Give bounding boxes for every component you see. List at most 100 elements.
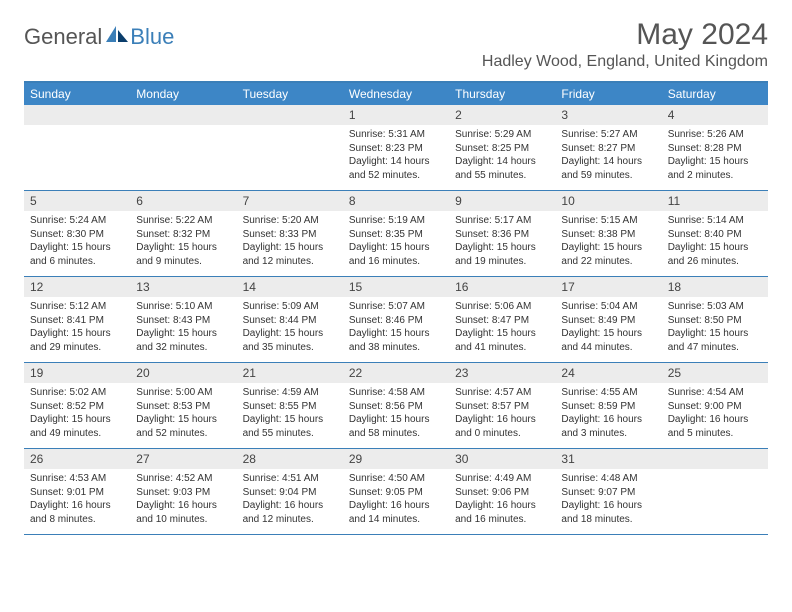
day-details: Sunrise: 5:15 AMSunset: 8:38 PMDaylight:…: [555, 211, 661, 276]
sunrise-line: Sunrise: 4:57 AM: [455, 386, 549, 400]
sunset-line: Sunset: 9:07 PM: [561, 486, 655, 500]
day-number: 29: [343, 449, 449, 469]
sail-icon: [106, 26, 128, 42]
day-details: Sunrise: 5:06 AMSunset: 8:47 PMDaylight:…: [449, 297, 555, 362]
calendar-cell: 30Sunrise: 4:49 AMSunset: 9:06 PMDayligh…: [449, 449, 555, 535]
day-details: Sunrise: 4:58 AMSunset: 8:56 PMDaylight:…: [343, 383, 449, 448]
day-details: Sunrise: 4:51 AMSunset: 9:04 PMDaylight:…: [237, 469, 343, 534]
day-number: 27: [130, 449, 236, 469]
sunrise-line: Sunrise: 5:07 AM: [349, 300, 443, 314]
day-details: Sunrise: 5:00 AMSunset: 8:53 PMDaylight:…: [130, 383, 236, 448]
day-details: Sunrise: 4:57 AMSunset: 8:57 PMDaylight:…: [449, 383, 555, 448]
day-number: 13: [130, 277, 236, 297]
sunset-line: Sunset: 8:50 PM: [668, 314, 762, 328]
brand-logo: General Blue: [24, 18, 174, 50]
day-details: Sunrise: 5:19 AMSunset: 8:35 PMDaylight:…: [343, 211, 449, 276]
daylight-line: Daylight: 15 hours and 9 minutes.: [136, 241, 230, 268]
day-number-empty: [662, 449, 768, 469]
sunset-line: Sunset: 9:04 PM: [243, 486, 337, 500]
day-details: Sunrise: 5:24 AMSunset: 8:30 PMDaylight:…: [24, 211, 130, 276]
header: General Blue May 2024 Hadley Wood, Engla…: [24, 18, 768, 71]
weekday-row: SundayMondayTuesdayWednesdayThursdayFrid…: [24, 82, 768, 105]
calendar-week-row: 1Sunrise: 5:31 AMSunset: 8:23 PMDaylight…: [24, 105, 768, 191]
calendar-cell: 16Sunrise: 5:06 AMSunset: 8:47 PMDayligh…: [449, 277, 555, 363]
day-details: Sunrise: 5:14 AMSunset: 8:40 PMDaylight:…: [662, 211, 768, 276]
daylight-line: Daylight: 15 hours and 52 minutes.: [136, 413, 230, 440]
day-details: Sunrise: 5:03 AMSunset: 8:50 PMDaylight:…: [662, 297, 768, 362]
calendar-cell: 7Sunrise: 5:20 AMSunset: 8:33 PMDaylight…: [237, 191, 343, 277]
day-number: 5: [24, 191, 130, 211]
daylight-line: Daylight: 15 hours and 22 minutes.: [561, 241, 655, 268]
calendar-cell: 20Sunrise: 5:00 AMSunset: 8:53 PMDayligh…: [130, 363, 236, 449]
day-number: 12: [24, 277, 130, 297]
calendar-cell: 11Sunrise: 5:14 AMSunset: 8:40 PMDayligh…: [662, 191, 768, 277]
weekday-header: Monday: [130, 82, 236, 105]
daylight-line: Daylight: 15 hours and 58 minutes.: [349, 413, 443, 440]
day-number: 14: [237, 277, 343, 297]
calendar-cell: 25Sunrise: 4:54 AMSunset: 9:00 PMDayligh…: [662, 363, 768, 449]
day-number: 8: [343, 191, 449, 211]
daylight-line: Daylight: 15 hours and 16 minutes.: [349, 241, 443, 268]
weekday-header: Sunday: [24, 82, 130, 105]
sunrise-line: Sunrise: 4:58 AM: [349, 386, 443, 400]
daylight-line: Daylight: 15 hours and 29 minutes.: [30, 327, 124, 354]
sunset-line: Sunset: 8:53 PM: [136, 400, 230, 414]
day-number: 11: [662, 191, 768, 211]
sunrise-line: Sunrise: 5:06 AM: [455, 300, 549, 314]
day-number-empty: [24, 105, 130, 125]
sunrise-line: Sunrise: 4:51 AM: [243, 472, 337, 486]
sunset-line: Sunset: 8:25 PM: [455, 142, 549, 156]
day-details: Sunrise: 5:29 AMSunset: 8:25 PMDaylight:…: [449, 125, 555, 190]
calendar-cell: 24Sunrise: 4:55 AMSunset: 8:59 PMDayligh…: [555, 363, 661, 449]
calendar-table: SundayMondayTuesdayWednesdayThursdayFrid…: [24, 81, 768, 535]
day-details-empty: [662, 469, 768, 525]
sunset-line: Sunset: 9:01 PM: [30, 486, 124, 500]
calendar-cell: 19Sunrise: 5:02 AMSunset: 8:52 PMDayligh…: [24, 363, 130, 449]
calendar-cell: [662, 449, 768, 535]
day-number: 21: [237, 363, 343, 383]
sunrise-line: Sunrise: 5:15 AM: [561, 214, 655, 228]
day-number: 6: [130, 191, 236, 211]
day-details: Sunrise: 5:20 AMSunset: 8:33 PMDaylight:…: [237, 211, 343, 276]
day-number: 20: [130, 363, 236, 383]
day-number: 25: [662, 363, 768, 383]
sunset-line: Sunset: 8:35 PM: [349, 228, 443, 242]
calendar-page: General Blue May 2024 Hadley Wood, Engla…: [0, 0, 792, 535]
day-details: Sunrise: 4:50 AMSunset: 9:05 PMDaylight:…: [343, 469, 449, 534]
sunset-line: Sunset: 8:56 PM: [349, 400, 443, 414]
calendar-cell: 17Sunrise: 5:04 AMSunset: 8:49 PMDayligh…: [555, 277, 661, 363]
weekday-header: Wednesday: [343, 82, 449, 105]
sunset-line: Sunset: 9:03 PM: [136, 486, 230, 500]
sunrise-line: Sunrise: 5:03 AM: [668, 300, 762, 314]
daylight-line: Daylight: 15 hours and 35 minutes.: [243, 327, 337, 354]
calendar-cell: 13Sunrise: 5:10 AMSunset: 8:43 PMDayligh…: [130, 277, 236, 363]
daylight-line: Daylight: 15 hours and 6 minutes.: [30, 241, 124, 268]
daylight-line: Daylight: 16 hours and 10 minutes.: [136, 499, 230, 526]
daylight-line: Daylight: 15 hours and 41 minutes.: [455, 327, 549, 354]
sunset-line: Sunset: 8:44 PM: [243, 314, 337, 328]
day-details: Sunrise: 5:12 AMSunset: 8:41 PMDaylight:…: [24, 297, 130, 362]
day-number: 9: [449, 191, 555, 211]
calendar-cell: 1Sunrise: 5:31 AMSunset: 8:23 PMDaylight…: [343, 105, 449, 191]
sunrise-line: Sunrise: 4:55 AM: [561, 386, 655, 400]
sunset-line: Sunset: 8:30 PM: [30, 228, 124, 242]
daylight-line: Daylight: 15 hours and 26 minutes.: [668, 241, 762, 268]
weekday-header: Friday: [555, 82, 661, 105]
calendar-cell: 10Sunrise: 5:15 AMSunset: 8:38 PMDayligh…: [555, 191, 661, 277]
daylight-line: Daylight: 16 hours and 8 minutes.: [30, 499, 124, 526]
sunrise-line: Sunrise: 5:20 AM: [243, 214, 337, 228]
daylight-line: Daylight: 15 hours and 38 minutes.: [349, 327, 443, 354]
day-number: 18: [662, 277, 768, 297]
day-details: Sunrise: 5:09 AMSunset: 8:44 PMDaylight:…: [237, 297, 343, 362]
daylight-line: Daylight: 16 hours and 16 minutes.: [455, 499, 549, 526]
day-details: Sunrise: 4:55 AMSunset: 8:59 PMDaylight:…: [555, 383, 661, 448]
day-details: Sunrise: 4:59 AMSunset: 8:55 PMDaylight:…: [237, 383, 343, 448]
sunset-line: Sunset: 8:38 PM: [561, 228, 655, 242]
weekday-header: Thursday: [449, 82, 555, 105]
calendar-body: 1Sunrise: 5:31 AMSunset: 8:23 PMDaylight…: [24, 105, 768, 535]
weekday-header: Tuesday: [237, 82, 343, 105]
daylight-line: Daylight: 15 hours and 2 minutes.: [668, 155, 762, 182]
calendar-cell: 21Sunrise: 4:59 AMSunset: 8:55 PMDayligh…: [237, 363, 343, 449]
sunset-line: Sunset: 9:05 PM: [349, 486, 443, 500]
sunrise-line: Sunrise: 5:17 AM: [455, 214, 549, 228]
